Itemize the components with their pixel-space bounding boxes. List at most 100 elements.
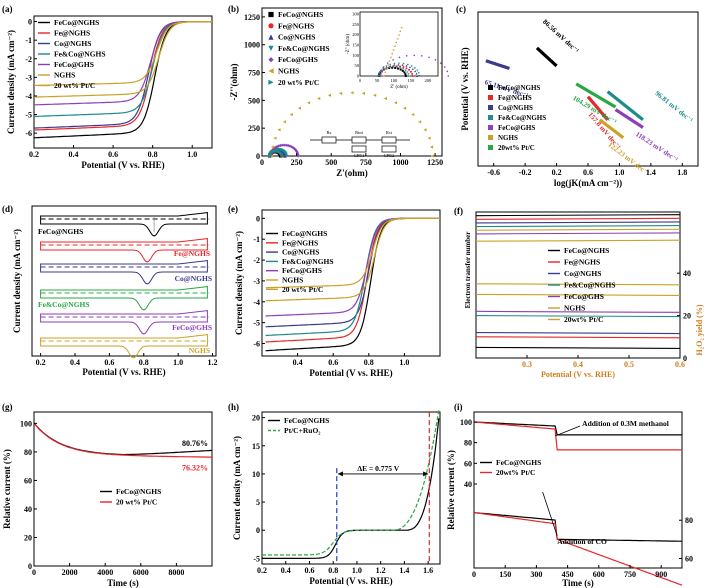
b-inset-y-tick-label: 250 (352, 22, 360, 27)
b-data-point (276, 144, 281, 148)
c-x-tick-label: -0.2 (519, 168, 532, 177)
b-y-tick-label: 500 (248, 96, 260, 105)
b-inset-point (411, 67, 414, 70)
b-circuit-label: CPE1 (354, 153, 365, 158)
b-legend-label: Fe&Co@NGHS (278, 44, 330, 53)
i-y2-tick-label: 60 (685, 554, 693, 563)
d-x-tick-label: 0.8 (139, 358, 149, 367)
a-legend-label: NGHS (54, 71, 75, 80)
d-series-label: Fe@NGHS (174, 249, 210, 258)
e-legend-label: Co@NGHS (282, 248, 319, 257)
b-x-tick-label: 500 (325, 158, 337, 167)
b-legend-label: NGHS (278, 67, 299, 76)
b-data-point (350, 91, 354, 95)
b-inset-point (383, 67, 386, 70)
b-inset-point (379, 70, 382, 73)
e-plot-frame (261, 209, 441, 357)
g-annotation-feco: 80.76% (182, 439, 208, 448)
c-x-tick-label: -0.6 (487, 168, 500, 177)
e-legend-label: Fe&Co@NGHS (282, 257, 334, 266)
f-legend-label: 20wt% Pt/C (564, 315, 603, 324)
f-electron-number-line (475, 239, 681, 242)
f-h2o2-line (475, 332, 681, 335)
b-legend-marker (268, 11, 274, 18)
h-x-tick-label: 1.6 (423, 566, 433, 575)
b-data-point (373, 93, 377, 97)
b-inset-point (397, 63, 400, 66)
g-y-tick-label: 40 (24, 505, 32, 514)
f-h2o2-line (475, 315, 681, 318)
b-inset-point (391, 66, 394, 69)
e-y-axis-label: Current density (mA cm⁻²) (234, 231, 244, 335)
d-cv-solid-curve (40, 238, 208, 263)
h-y-tick-label: -5 (253, 554, 260, 563)
a-y-tick-label: -4 (25, 92, 32, 101)
b-inset-point (378, 72, 381, 75)
a-x-tick-label: 0.2 (29, 150, 39, 159)
b-data-point (427, 136, 431, 140)
b-data-point (286, 143, 290, 148)
b-x-tick-label: 0 (260, 158, 264, 167)
b-inset-point (379, 75, 382, 77)
g-x-tick-label: 8000 (168, 568, 184, 577)
b-inset-point (392, 65, 395, 68)
b-inset-y-tick-label: 100 (352, 53, 360, 58)
b-inset-point (405, 64, 408, 67)
b-legend-marker (268, 45, 274, 51)
d-cv-solid-curve (40, 286, 208, 311)
c-panel-label: (c) (456, 4, 466, 14)
f-legend-label: Fe@NGHS (564, 258, 600, 267)
i-y-tick-label: 80 (464, 439, 472, 448)
b-inset-point (385, 65, 388, 68)
g-y-tick-label: 100 (20, 419, 32, 428)
g-plot-frame (33, 411, 213, 567)
e-legend-label: FeCo@GHS (282, 266, 322, 275)
e-series-line (265, 217, 440, 302)
c-tafel-line (606, 90, 644, 122)
a-y-axis-label: Current density (mA cm⁻²) (6, 30, 16, 134)
b-circuit-label: Rct (386, 130, 393, 135)
b-inset-point (384, 71, 387, 74)
b-data-point (293, 147, 297, 151)
g-annotation-ptc: 76.32% (182, 463, 208, 472)
b-data-point (317, 96, 321, 101)
b-inset-y-label: -Z'' (ohm) (346, 34, 351, 54)
b-inset-point (415, 75, 418, 77)
a-y-tick-label: -5 (25, 111, 32, 120)
b-data-point (282, 120, 287, 124)
f-x-tick-label: 0.3 (522, 360, 532, 369)
d-series-label: FeCo@NGHS (38, 227, 83, 236)
c-x-tick-label: 1.4 (646, 168, 656, 177)
i-co-line (473, 512, 682, 542)
c-tafel-line (586, 95, 609, 121)
i-x-tick-label: 450 (562, 570, 574, 579)
a-legend-label: Co@NGHS (54, 39, 91, 48)
d-series-label: Fe&Co@NGHS (38, 300, 90, 309)
b-x-tick-label: 1000 (392, 158, 408, 167)
b-data-point (270, 154, 274, 158)
b-y-tick-label: 1250 (244, 13, 260, 22)
b-inset-point (393, 45, 396, 48)
b-data-point (282, 143, 286, 147)
b-data-point (383, 96, 387, 101)
b-inset-point (393, 62, 396, 65)
h-plot-frame (261, 411, 441, 565)
d-x-tick-label: 0.6 (104, 358, 114, 367)
b-data-point (361, 91, 366, 95)
f-electron-number-line (475, 214, 681, 217)
b-y-tick-label: 1000 (244, 41, 260, 50)
d-panel-label: (d) (2, 204, 13, 214)
h-x-tick-label: 1.4 (399, 566, 409, 575)
b-inset-point (402, 66, 405, 69)
e-y-tick-label: -6 (253, 339, 260, 348)
h-y-tick-label: 10 (252, 470, 260, 479)
i-x-tick-label: 0 (472, 570, 476, 579)
b-legend-label: Co@NGHS (278, 33, 315, 42)
d-x-tick-label: 1.0 (173, 358, 183, 367)
b-data-point (284, 154, 288, 158)
b-inset-point (414, 70, 417, 73)
b-x-tick-label: 750 (360, 158, 372, 167)
b-data-point (402, 106, 407, 110)
d-cv-solid-curve (40, 212, 208, 237)
b-legend-marker (268, 34, 274, 40)
